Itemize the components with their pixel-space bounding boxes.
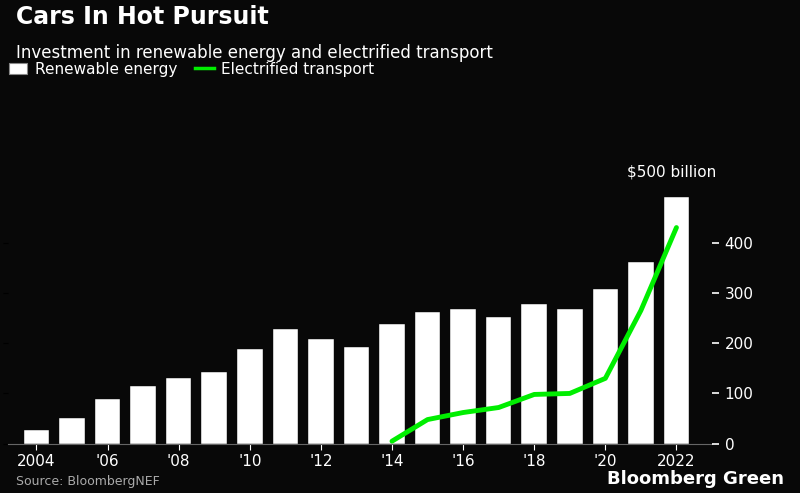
Bar — [557, 309, 582, 444]
Text: Investment in renewable energy and electrified transport: Investment in renewable energy and elect… — [16, 44, 493, 63]
Bar — [237, 349, 262, 444]
Bar — [202, 372, 227, 444]
Bar — [59, 418, 85, 444]
Legend: Renewable energy, Electrified transport: Renewable energy, Electrified transport — [9, 62, 374, 77]
Bar — [664, 197, 690, 444]
Text: Source: BloombergNEF: Source: BloombergNEF — [16, 475, 160, 488]
Bar — [94, 399, 120, 444]
Bar — [379, 324, 405, 444]
Text: Bloomberg Green: Bloomberg Green — [607, 470, 784, 488]
Bar — [308, 339, 334, 444]
Text: Cars In Hot Pursuit: Cars In Hot Pursuit — [16, 5, 269, 29]
Bar — [344, 347, 370, 444]
Bar — [593, 289, 618, 444]
Bar — [166, 378, 191, 444]
Bar — [486, 317, 511, 444]
Bar — [450, 309, 476, 444]
Bar — [130, 386, 156, 444]
Bar — [273, 329, 298, 444]
Text: $500 billion: $500 billion — [626, 165, 716, 180]
Bar — [414, 312, 440, 444]
Bar — [628, 262, 654, 444]
Bar — [24, 429, 50, 444]
Bar — [522, 304, 547, 444]
